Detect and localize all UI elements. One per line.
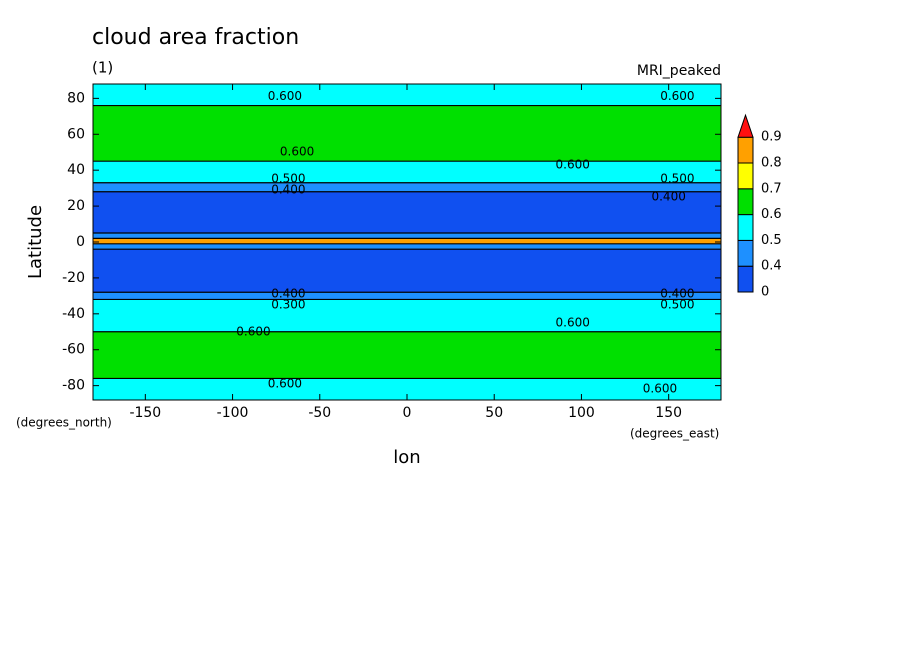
- y-units: (degrees_north): [16, 416, 112, 430]
- y-tick-label: 40: [67, 162, 85, 178]
- contour-band: [93, 378, 721, 400]
- contour-label: 0.500: [271, 172, 305, 186]
- contour-label: 0.600: [556, 157, 590, 171]
- colorbar-box: [737, 136, 754, 164]
- contour-label: 0.600: [643, 382, 677, 396]
- x-axis-label: lon: [393, 447, 420, 468]
- x-tick-label: 0: [403, 405, 412, 421]
- colorbar-label: 0.8: [761, 156, 782, 171]
- y-tick-label: 20: [67, 198, 85, 214]
- contour-label: 0.400: [660, 287, 694, 301]
- y-tick-label: 80: [67, 90, 85, 106]
- x-tick-label: -50: [308, 405, 331, 421]
- colorbar-label: 0.6: [761, 207, 782, 222]
- contour-band: [93, 233, 721, 239]
- contour-label: 0.600: [556, 315, 590, 329]
- contour-band: [93, 299, 721, 332]
- contour-label: 0.400: [271, 287, 305, 301]
- x-units: (degrees_east): [630, 427, 719, 441]
- colorbar-label: 0: [761, 285, 769, 300]
- contour-label: 0.500: [660, 172, 694, 186]
- x-tick-label: 100: [568, 405, 595, 421]
- colorbar-label: 0.4: [761, 259, 782, 274]
- colorbar-box: [737, 239, 754, 267]
- contour-label: 0.600: [236, 324, 270, 338]
- colorbar-arrow: [737, 113, 754, 138]
- x-tick-label: 50: [485, 405, 503, 421]
- model-name: MRI_peaked: [637, 63, 721, 79]
- y-tick-label: 60: [67, 126, 85, 142]
- contour-label: 0.500: [660, 297, 694, 311]
- y-axis-label: Latitude: [25, 205, 46, 279]
- x-tick-label: -100: [217, 405, 249, 421]
- contour-label: 0.400: [271, 182, 305, 196]
- contour-band: [93, 182, 721, 192]
- contour-label: 0.600: [280, 145, 314, 159]
- contour-band: [93, 191, 721, 234]
- colorbar-label: 0.5: [761, 233, 782, 248]
- y-tick-label: -60: [62, 342, 85, 358]
- subtitle: (1): [92, 59, 113, 77]
- contour-label: 0.600: [268, 376, 302, 390]
- contour-band: [93, 161, 721, 183]
- contour-band: [93, 331, 721, 379]
- contour-label: 0.600: [268, 89, 302, 103]
- contour-band: [93, 238, 721, 244]
- x-tick-label: 150: [655, 405, 682, 421]
- colorbar-label: 0.9: [761, 130, 782, 145]
- contour-label: 0.400: [651, 190, 685, 204]
- colorbar-box: [737, 265, 754, 293]
- contour-band: [93, 84, 721, 106]
- contour-band: [93, 243, 721, 250]
- colorbar-box: [737, 162, 754, 190]
- y-tick-label: -40: [62, 306, 85, 322]
- contour-band: [93, 105, 721, 162]
- chart-title: cloud area fraction: [92, 25, 299, 50]
- contour-label: 0.300: [271, 297, 305, 311]
- contour-band: [93, 249, 721, 293]
- y-tick-label: -20: [62, 270, 85, 286]
- colorbar-label: 0.7: [761, 181, 782, 196]
- contour-band: [93, 292, 721, 300]
- x-tick-label: -150: [129, 405, 161, 421]
- y-tick-label: 0: [76, 234, 85, 250]
- contour-label: 0.600: [660, 89, 694, 103]
- colorbar-box: [737, 214, 754, 241]
- colorbar-box: [737, 188, 754, 216]
- y-tick-label: -80: [62, 378, 85, 394]
